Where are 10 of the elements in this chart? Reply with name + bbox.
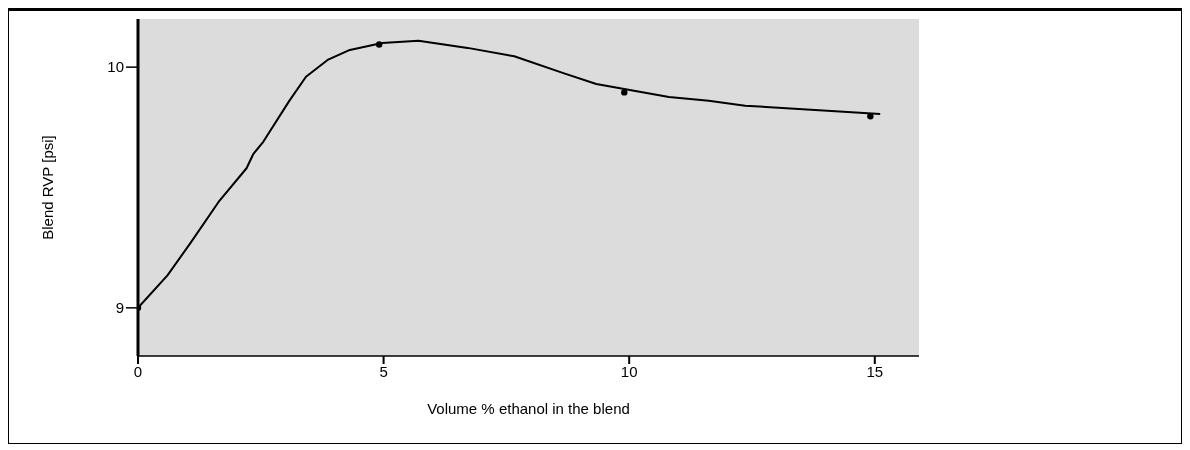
point: [867, 113, 874, 120]
x-tick-label: 10: [620, 362, 638, 380]
point: [621, 89, 628, 96]
point: [375, 41, 383, 48]
y-tick-label: 9: [115, 299, 124, 317]
y-axis-title: Blend RVP [psi]: [39, 135, 57, 240]
x-axis-title: Volume % ethanol in the blend: [427, 400, 630, 417]
x-tick-label: 15: [866, 362, 884, 380]
x-tick-label: 0: [133, 362, 143, 380]
x-tick-label: 5: [379, 362, 388, 380]
